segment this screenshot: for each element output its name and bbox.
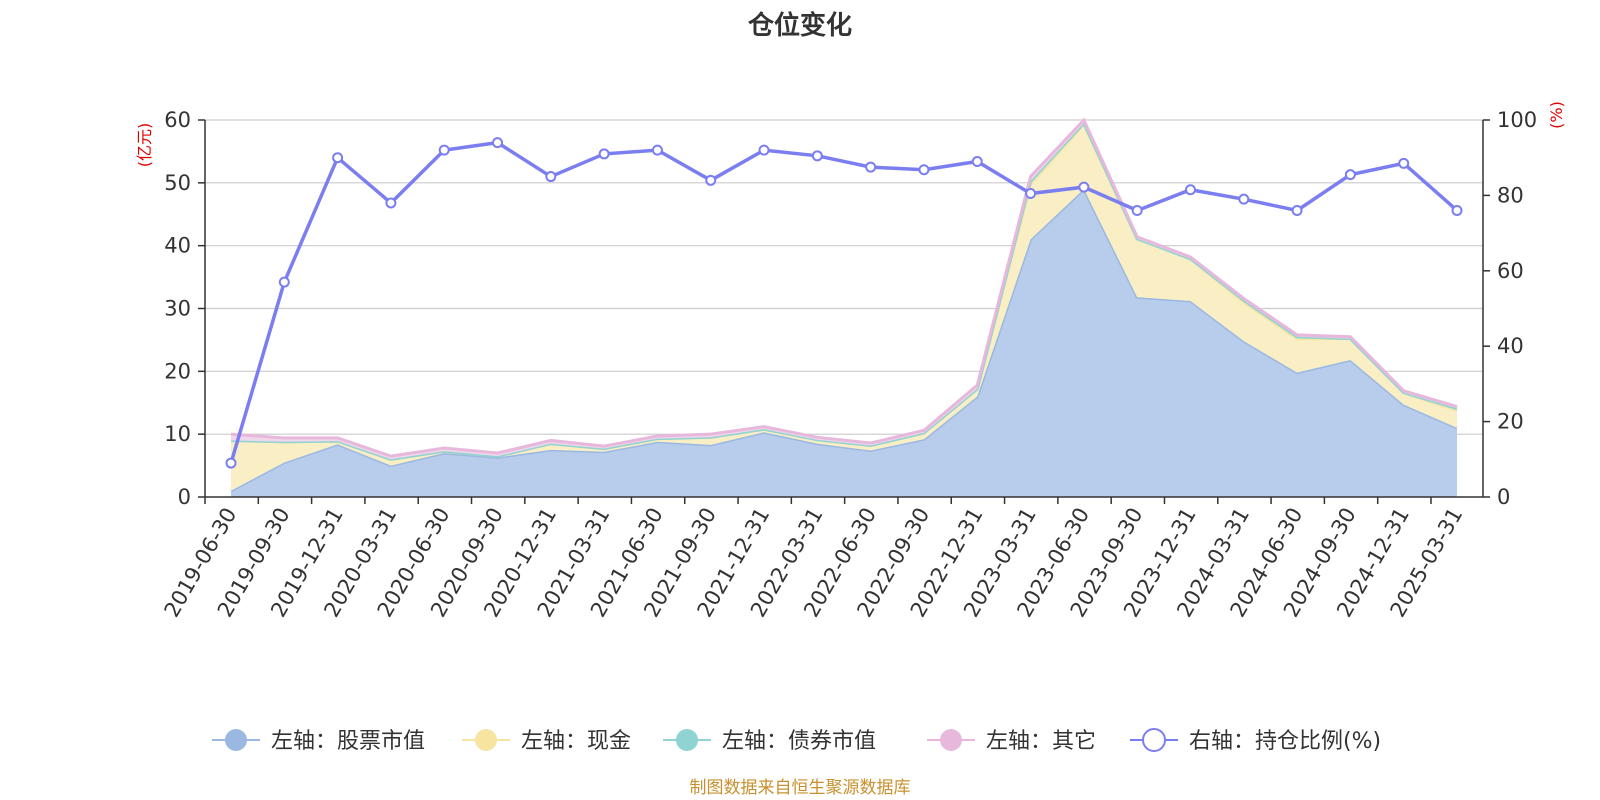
ratio-point-0 (225, 457, 237, 469)
chart-title: 仓位变化 (747, 10, 852, 41)
right-tick-label-100: 100 (1497, 108, 1537, 132)
left-tick-label-60: 60 (164, 108, 191, 132)
left-tick-label-50: 50 (164, 171, 191, 195)
right-tick-label-20: 20 (1497, 410, 1524, 434)
right-tick-label-40: 40 (1497, 334, 1524, 358)
legend-item-1: 左轴：股票市值 (212, 729, 425, 754)
right-tick-label-60: 60 (1497, 259, 1524, 283)
ratio-point-2 (332, 152, 344, 164)
ratio-point-19 (1238, 193, 1250, 205)
ratio-point-22 (1398, 157, 1410, 169)
ratio-point-23 (1451, 204, 1463, 216)
right-tick-label-0: 0 (1497, 485, 1510, 509)
ratio-point-13 (918, 164, 930, 176)
ratio-point-16 (1078, 181, 1090, 193)
position-ratio-series (225, 137, 1463, 469)
legend-marker-1 (225, 729, 247, 751)
legend-label-1: 左轴：股票市值 (271, 729, 425, 754)
ratio-point-21 (1344, 169, 1356, 181)
ratio-point-12 (865, 161, 877, 173)
legend-item-3: 左轴：债券市值 (663, 729, 876, 754)
legend: 左轴：股票市值 左轴：现金 左轴：债券市值 左轴：其它 右轴：持仓比例(%) (212, 728, 1381, 754)
left-tick-label-0: 0 (178, 485, 191, 509)
ratio-point-14 (971, 155, 983, 167)
ratio-point-10 (758, 144, 770, 156)
ratio-point-1 (278, 276, 290, 288)
ratio-point-4 (438, 144, 450, 156)
ratio-point-6 (545, 171, 557, 183)
right-axis-unit: (%) (1547, 101, 1566, 129)
legend-label-5: 右轴：持仓比例(%) (1189, 729, 1381, 754)
left-tick-label-30: 30 (164, 297, 191, 321)
legend-item-2: 左轴：现金 (462, 729, 631, 754)
ratio-point-17 (1131, 204, 1143, 216)
legend-item-4: 左轴：其它 (927, 729, 1096, 754)
ratio-point-20 (1291, 204, 1303, 216)
ratio-point-7 (598, 148, 610, 160)
legend-label-3: 左轴：债券市值 (722, 729, 876, 754)
left-tick-label-10: 10 (164, 422, 191, 446)
ratio-line-path (229, 140, 1459, 464)
ratio-point-3 (385, 197, 397, 209)
ratio-point-9 (705, 174, 717, 186)
ratio-point-8 (651, 144, 663, 156)
legend-marker-3 (676, 729, 698, 751)
legend-item-5: 右轴：持仓比例(%) (1130, 728, 1381, 754)
left-axis-unit: (亿元) (135, 123, 154, 168)
legend-marker-4 (940, 729, 962, 751)
ratio-point-11 (811, 150, 823, 162)
legend-marker-2 (475, 729, 497, 751)
data-source-note: 制图数据来自恒生聚源数据库 (690, 778, 911, 798)
ratio-point-15 (1025, 188, 1037, 200)
left-tick-label-20: 20 (164, 359, 191, 383)
area-series-1 (231, 189, 1457, 497)
area-line-series-3 (230, 120, 1458, 461)
ratio-point-18 (1184, 184, 1196, 196)
legend-label-4: 左轴：其它 (986, 729, 1096, 754)
legend-label-2: 左轴：现金 (521, 729, 631, 754)
area-series-2 (231, 124, 1457, 491)
left-tick-label-40: 40 (164, 234, 191, 258)
area-line-series-4 (230, 117, 1458, 458)
legend-marker-5 (1142, 728, 1166, 752)
stacked-areas (230, 117, 1458, 497)
ratio-point-5 (492, 137, 504, 149)
right-tick-label-80: 80 (1497, 183, 1524, 207)
